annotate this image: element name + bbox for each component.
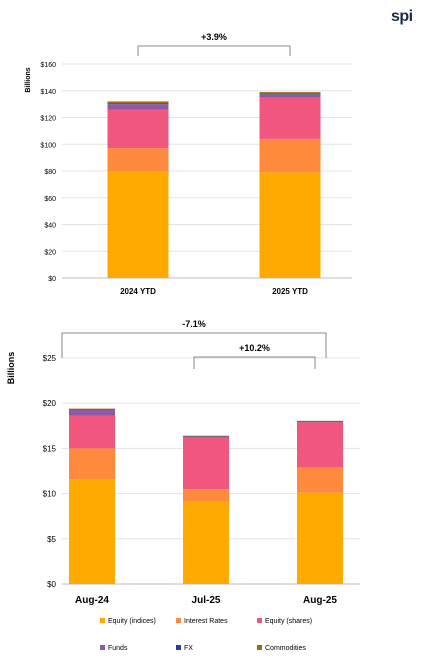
- y-tick-label: $10: [43, 490, 57, 499]
- bar-segment-equity_indices: [183, 501, 229, 584]
- bar-segment-fx: [259, 94, 321, 95]
- bar-segment-interest_rates: [69, 448, 115, 480]
- bar-segment-equity_shares: [69, 415, 115, 449]
- y-tick-label: $25: [43, 354, 57, 363]
- bracket-line: [61, 332, 327, 358]
- bar-segment-commodities: [297, 420, 343, 422]
- legend-label: Interest Rates: [184, 618, 228, 625]
- bar-segment-commodities: [107, 101, 169, 104]
- legend-swatch: [257, 645, 262, 650]
- bar-segment-equity_shares: [107, 109, 169, 149]
- bar-segment-interest_rates: [183, 489, 229, 502]
- category-label: Aug-25: [303, 595, 337, 606]
- bar-segment-equity_shares: [297, 422, 343, 468]
- legend-item: Commodities: [257, 645, 306, 652]
- bar-segment-interest_rates: [107, 148, 169, 171]
- legend-item: Equity (shares): [257, 618, 312, 625]
- category-label: 2025 YTD: [272, 287, 308, 296]
- y-axis-label: Billions: [25, 67, 32, 92]
- bar-segment-equity_indices: [69, 479, 115, 584]
- y-tick-label: $0: [47, 580, 56, 589]
- bar-segment-commodities: [259, 92, 321, 95]
- legend-label: Equity (shares): [265, 618, 312, 625]
- change-annotation: +3.9%: [201, 32, 227, 42]
- bar-segment-fx: [297, 421, 343, 422]
- bar-segment-equity_indices: [259, 172, 321, 278]
- bar-segment-equity_indices: [297, 492, 343, 584]
- change-annotation: +10.2%: [239, 343, 270, 353]
- legend-swatch: [176, 618, 181, 623]
- y-tick-label: $100: [40, 142, 56, 149]
- legend-item: Funds: [100, 645, 128, 652]
- y-tick-label: $0: [48, 276, 56, 283]
- y-axis-label: Billions: [6, 352, 16, 385]
- bar-segment-interest_rates: [297, 467, 343, 493]
- change-bracket: [61, 332, 327, 358]
- y-tick-label: $15: [43, 444, 57, 453]
- y-tick-label: $160: [40, 62, 56, 69]
- legend-label: Equity (indices): [108, 618, 156, 625]
- bracket-line: [193, 356, 316, 369]
- category-label: Jul-25: [192, 595, 221, 606]
- y-tick-label: $60: [44, 196, 56, 203]
- bar-segment-funds: [183, 436, 229, 438]
- legend-swatch: [257, 618, 262, 623]
- legend-label: Funds: [108, 645, 128, 652]
- bar-segment-funds: [69, 409, 115, 416]
- bar-segment-fx: [107, 103, 169, 105]
- change-bracket: [193, 356, 316, 369]
- change-annotation: -7.1%: [182, 319, 206, 329]
- bar-segment-equity_shares: [259, 97, 321, 139]
- legend-item: Equity (indices): [100, 618, 156, 625]
- bar-segment-funds: [259, 94, 321, 98]
- y-tick-label: $120: [40, 116, 56, 123]
- legend-swatch: [176, 645, 181, 650]
- chart-top: $0 $20 $40 $60 $80 $100 $120 $140 $160 Billions 20…: [25, 32, 352, 296]
- legend-item: FX: [176, 645, 193, 652]
- bar-segment-fx: [183, 436, 229, 437]
- bar-segment-commodities: [69, 408, 115, 410]
- brand-logo: spi: [391, 8, 413, 25]
- y-tick-label: $20: [43, 399, 57, 408]
- y-tick-label: $20: [44, 249, 56, 256]
- legend-item: Interest Rates: [176, 618, 228, 625]
- legend-swatch: [100, 645, 105, 650]
- legend-swatch: [100, 618, 105, 623]
- y-tick-label: $80: [44, 169, 56, 176]
- category-label: 2024 YTD: [120, 287, 156, 296]
- bar-segment-interest_rates: [259, 138, 321, 173]
- y-tick-label: $5: [47, 535, 56, 544]
- bar-segment-funds: [107, 104, 169, 110]
- y-tick-label: $40: [44, 223, 56, 230]
- legend-label: FX: [184, 645, 193, 652]
- bar-segment-equity_indices: [107, 171, 169, 278]
- legend-label: Commodities: [265, 645, 306, 652]
- change-bracket: [137, 45, 291, 56]
- bar-segment-commodities: [183, 435, 229, 437]
- bar-segment-equity_shares: [183, 437, 229, 490]
- bar-segment-fx: [69, 409, 115, 410]
- bar-segment-funds: [297, 421, 343, 423]
- y-tick-label: $140: [40, 89, 56, 96]
- bracket-line: [137, 45, 291, 56]
- category-label: Aug-24: [75, 595, 109, 606]
